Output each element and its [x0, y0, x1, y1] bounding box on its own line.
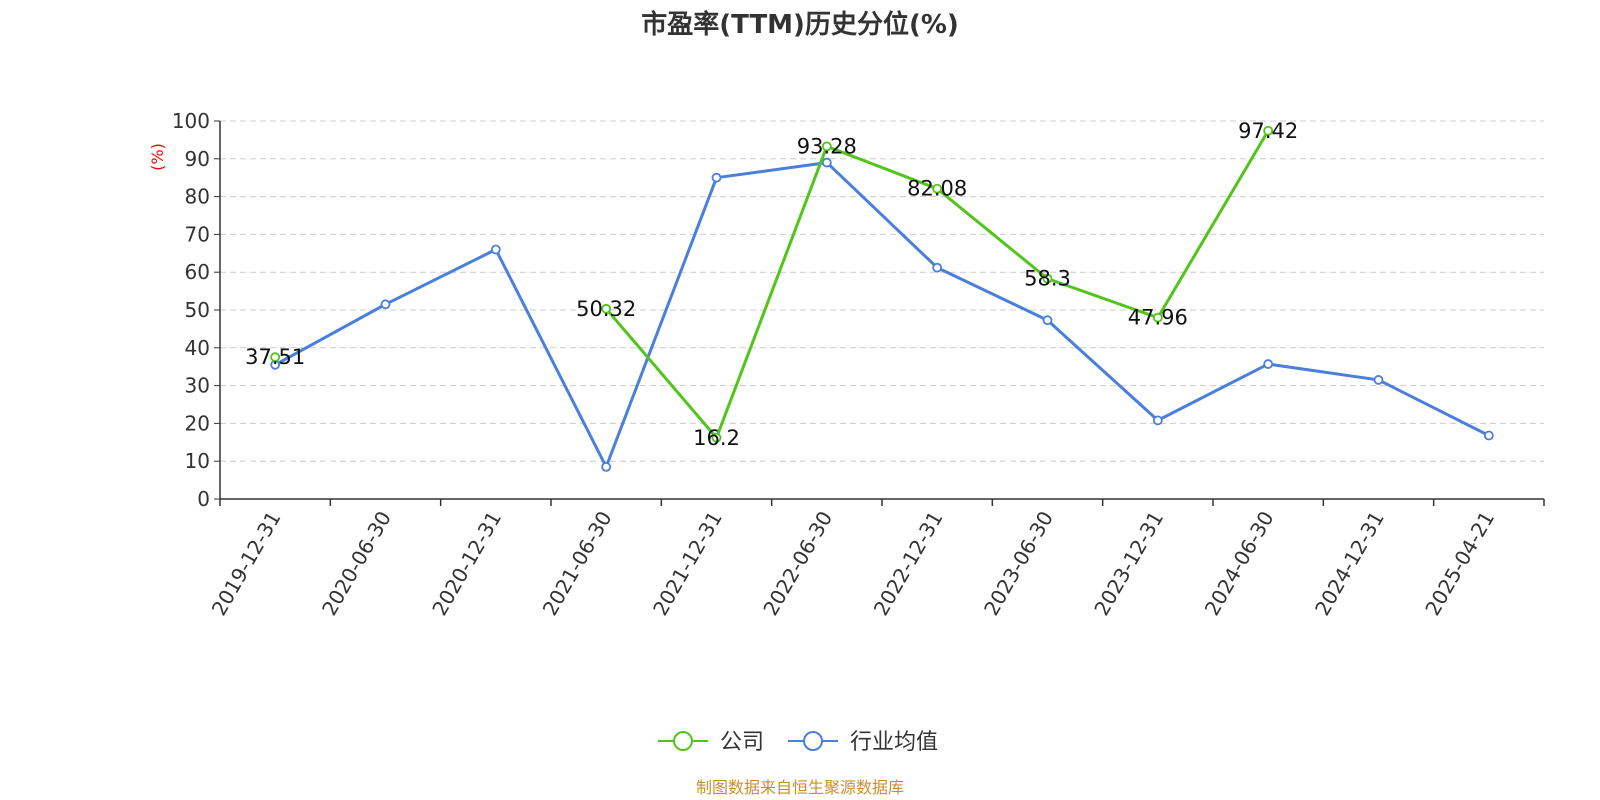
series-industry	[270, 157, 1494, 472]
y-tick-label: 60	[185, 260, 210, 284]
company-point	[1263, 125, 1274, 136]
industry-point	[821, 157, 832, 168]
company-point	[270, 352, 281, 363]
industry-point	[1152, 415, 1163, 426]
y-tick-label: 80	[185, 185, 210, 209]
y-tick-label: 90	[185, 147, 210, 171]
company-point	[821, 141, 832, 152]
y-tick-label: 20	[185, 411, 210, 435]
series-company	[270, 125, 1274, 443]
y-tick-label: 0	[197, 487, 210, 511]
x-tick-label: 2024-06-30	[1200, 507, 1279, 620]
x-tick-label: 2022-12-31	[869, 507, 948, 620]
y-tick-label: 40	[185, 336, 210, 360]
y-tick-label: 70	[185, 222, 210, 246]
legend-company-label: 公司	[720, 730, 764, 755]
legend-item-company[interactable]: 公司	[658, 730, 764, 755]
x-tick-label: 2022-06-30	[758, 507, 837, 620]
x-tick-label: 2023-06-30	[979, 507, 1058, 620]
industry-point	[380, 299, 391, 310]
x-tick-label: 2023-12-31	[1089, 507, 1168, 620]
industry-point	[932, 262, 943, 273]
data-label: 47.96	[1128, 306, 1188, 330]
industry-point	[1263, 359, 1274, 369]
data-label: 82.08	[907, 177, 967, 201]
industry-point	[711, 172, 722, 183]
grid-lines	[220, 120, 1544, 462]
data-label: 37.51	[245, 345, 305, 369]
industry-point	[490, 244, 501, 255]
legend[interactable]: 公司 行业均值	[658, 730, 938, 755]
y-tick-label: 50	[185, 298, 210, 322]
data-label: 16.2	[693, 426, 740, 450]
legend-item-industry[interactable]: 行业均值	[788, 730, 938, 755]
data-label: 97.42	[1238, 119, 1298, 143]
chart-title: 市盈率(TTM)历史分位(%)	[641, 9, 959, 40]
series-layer	[270, 125, 1494, 472]
y-axis-label: (%)	[148, 143, 167, 171]
legend-industry-label: 行业均值	[850, 730, 938, 755]
x-tick-label: 2021-12-31	[648, 507, 727, 620]
data-label: 93.28	[797, 134, 857, 158]
data-label: 50.32	[576, 297, 636, 321]
industry-point	[1373, 375, 1384, 385]
x-tick-label: 2021-06-30	[538, 507, 617, 620]
industry-line	[274, 161, 1490, 469]
industry-point	[1042, 315, 1053, 326]
company-point	[1152, 312, 1163, 323]
legend-company-marker	[673, 731, 693, 751]
y-tick-label: 30	[185, 374, 210, 398]
industry-point	[1483, 430, 1494, 441]
legend-industry-marker	[803, 731, 823, 751]
industry-point	[601, 461, 612, 472]
x-tick-label: 2019-12-31	[207, 507, 286, 620]
x-tick-label: 2025-04-21	[1420, 507, 1499, 620]
data-label: 58.3	[1024, 267, 1071, 291]
y-tick-label: 10	[185, 449, 210, 473]
x-tick-label: 2024-12-31	[1310, 507, 1389, 620]
x-tick-label: 2020-06-30	[317, 507, 396, 620]
data-labels: 37.51 50.32 16.2 93.28 82.08 58.3 47.96 97.42	[245, 119, 1298, 450]
y-tick-label: 100	[172, 109, 210, 133]
company-point	[932, 183, 943, 194]
source-note: 制图数据来自恒生聚源数据库	[696, 778, 904, 797]
company-point	[711, 432, 722, 443]
company-point	[601, 303, 612, 314]
company-point	[1042, 273, 1053, 284]
axes: 0 10 20 30 40 50 60 70 80 90 100 2019-12-31 2020-06-…	[172, 109, 1545, 620]
x-tick-label: 2020-12-31	[427, 507, 506, 620]
